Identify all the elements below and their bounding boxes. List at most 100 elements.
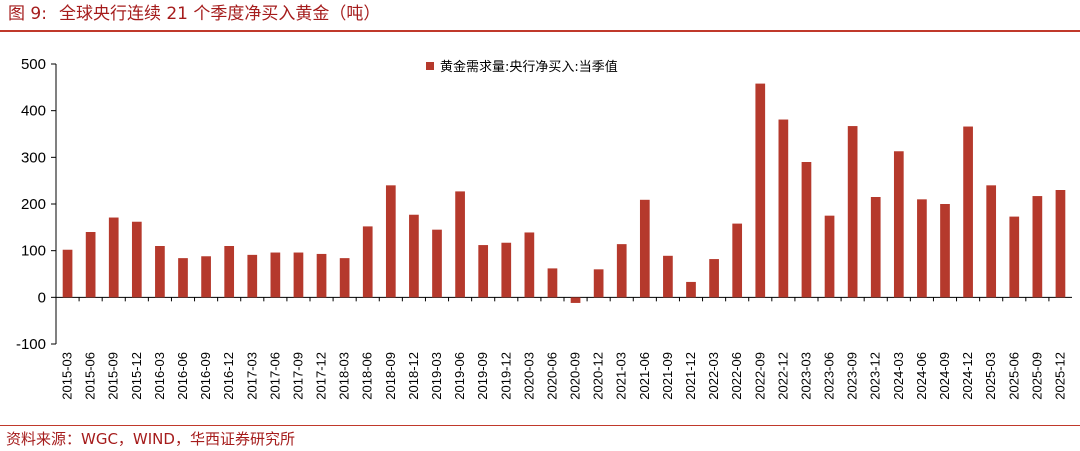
bar xyxy=(732,223,743,298)
x-tick-label: 2021-12 xyxy=(683,352,698,400)
bar xyxy=(778,119,789,298)
y-tick-label: -100 xyxy=(16,336,46,353)
legend-label: 黄金需求量:央行净买入:当季值 xyxy=(440,59,618,75)
x-tick-label: 2017-12 xyxy=(314,352,329,400)
x-tick-label: 2024-09 xyxy=(937,352,952,400)
bar xyxy=(870,197,881,298)
y-tick-label: 200 xyxy=(21,196,46,213)
bar xyxy=(85,232,96,298)
x-tick-label: 2017-03 xyxy=(244,352,259,400)
x-tick-label: 2019-03 xyxy=(429,352,444,400)
bar xyxy=(801,162,812,298)
bar xyxy=(201,256,211,298)
y-tick-label: 400 xyxy=(21,103,46,120)
x-tick-label: 2019-06 xyxy=(452,352,467,400)
bar xyxy=(847,126,858,298)
bar xyxy=(986,185,997,298)
bar xyxy=(478,245,489,298)
bar xyxy=(385,185,396,298)
x-tick-label: 2017-06 xyxy=(267,352,282,400)
x-tick-label: 2024-03 xyxy=(891,352,906,400)
bar xyxy=(917,199,927,298)
bar xyxy=(501,242,512,298)
x-tick-label: 2023-06 xyxy=(822,352,837,400)
x-tick-label: 2020-03 xyxy=(521,352,536,400)
x-tick-label: 2025-03 xyxy=(983,352,998,400)
x-tick-labels: 2015-03 2015-06 2015-09 2015-12 2016-03 2016-… xyxy=(60,352,1068,400)
bar xyxy=(224,246,235,298)
bar xyxy=(893,151,904,298)
bar xyxy=(1055,190,1066,298)
x-tick-label: 2018-09 xyxy=(383,352,398,400)
x-tick-label: 2016-06 xyxy=(175,352,190,400)
x-tick-label: 2016-09 xyxy=(198,352,213,400)
y-tick-label: 100 xyxy=(21,243,46,260)
x-tick-label: 2019-12 xyxy=(498,352,513,400)
y-tick-label: 500 xyxy=(21,56,46,73)
bar xyxy=(270,252,281,298)
x-tick-label: 2020-09 xyxy=(568,352,583,400)
x-tick-label: 2024-06 xyxy=(914,352,929,400)
bar xyxy=(686,281,696,298)
legend-swatch xyxy=(426,62,434,70)
x-tick-label: 2016-03 xyxy=(152,352,167,400)
x-tick-label: 2015-12 xyxy=(129,352,144,400)
x-tick-label: 2015-09 xyxy=(106,352,121,400)
bar xyxy=(940,204,950,298)
bar xyxy=(524,232,535,298)
bar xyxy=(362,226,373,298)
bar xyxy=(432,229,442,298)
x-tick-label: 2025-12 xyxy=(1052,352,1067,400)
figure-label: 图 9: xyxy=(8,4,47,24)
x-tick-label: 2024-12 xyxy=(960,352,975,400)
bar xyxy=(293,252,304,298)
x-tick-label: 2015-03 xyxy=(60,352,75,400)
bar xyxy=(1032,196,1043,298)
figure-title-text: 全球央行连续 21 个季度净买入黄金（吨） xyxy=(58,4,381,24)
y-tick-label: 300 xyxy=(21,149,46,166)
figure-title: 图 9: 全球央行连续 21 个季度净买入黄金（吨） xyxy=(8,2,380,28)
bar xyxy=(155,246,165,298)
bar xyxy=(247,254,258,298)
x-tick-label: 2015-06 xyxy=(83,352,98,400)
x-tick-label: 2025-09 xyxy=(1029,352,1044,400)
source-note: 资料来源：WGC，WIND，华西证券研究所 xyxy=(6,430,295,448)
y-tick-labels: 500 400 300 200 100 0 -100 xyxy=(16,56,46,353)
bar xyxy=(316,253,327,298)
x-tick-label: 2020-06 xyxy=(544,352,559,400)
bar xyxy=(824,215,835,298)
chart-bars xyxy=(62,83,1066,303)
x-tick-label: 2023-12 xyxy=(868,352,883,400)
x-tick-label: 2017-09 xyxy=(290,352,305,400)
x-tick-label: 2022-12 xyxy=(775,352,790,400)
x-tick-label: 2019-09 xyxy=(475,352,490,400)
bar xyxy=(108,217,119,298)
bar xyxy=(62,249,73,298)
x-tick-label: 2023-03 xyxy=(798,352,813,400)
bar xyxy=(455,191,465,298)
bar xyxy=(131,221,142,298)
x-tick-label: 2025-06 xyxy=(1006,352,1021,400)
bar xyxy=(593,269,604,298)
x-tick-label: 2018-12 xyxy=(406,352,421,400)
x-tick-label: 2018-03 xyxy=(337,352,352,400)
y-tick-label: 0 xyxy=(38,289,46,306)
bar xyxy=(709,259,719,298)
bar xyxy=(547,268,558,298)
footer-rule xyxy=(0,425,1080,426)
x-tick-label: 2020-12 xyxy=(591,352,606,400)
x-tick-label: 2018-06 xyxy=(360,352,375,400)
x-tick-label: 2022-03 xyxy=(706,352,721,400)
bar xyxy=(639,199,650,298)
legend: 黄金需求量:央行净买入:当季值 xyxy=(426,59,618,75)
bar xyxy=(339,258,350,298)
title-rule xyxy=(0,30,1080,32)
x-tick-label: 2022-06 xyxy=(729,352,744,400)
x-tick-label: 2021-09 xyxy=(660,352,675,400)
bar xyxy=(616,244,627,298)
bar xyxy=(663,255,673,298)
bar xyxy=(570,297,581,303)
x-tick-label: 2021-03 xyxy=(614,352,629,400)
bar xyxy=(178,258,188,298)
